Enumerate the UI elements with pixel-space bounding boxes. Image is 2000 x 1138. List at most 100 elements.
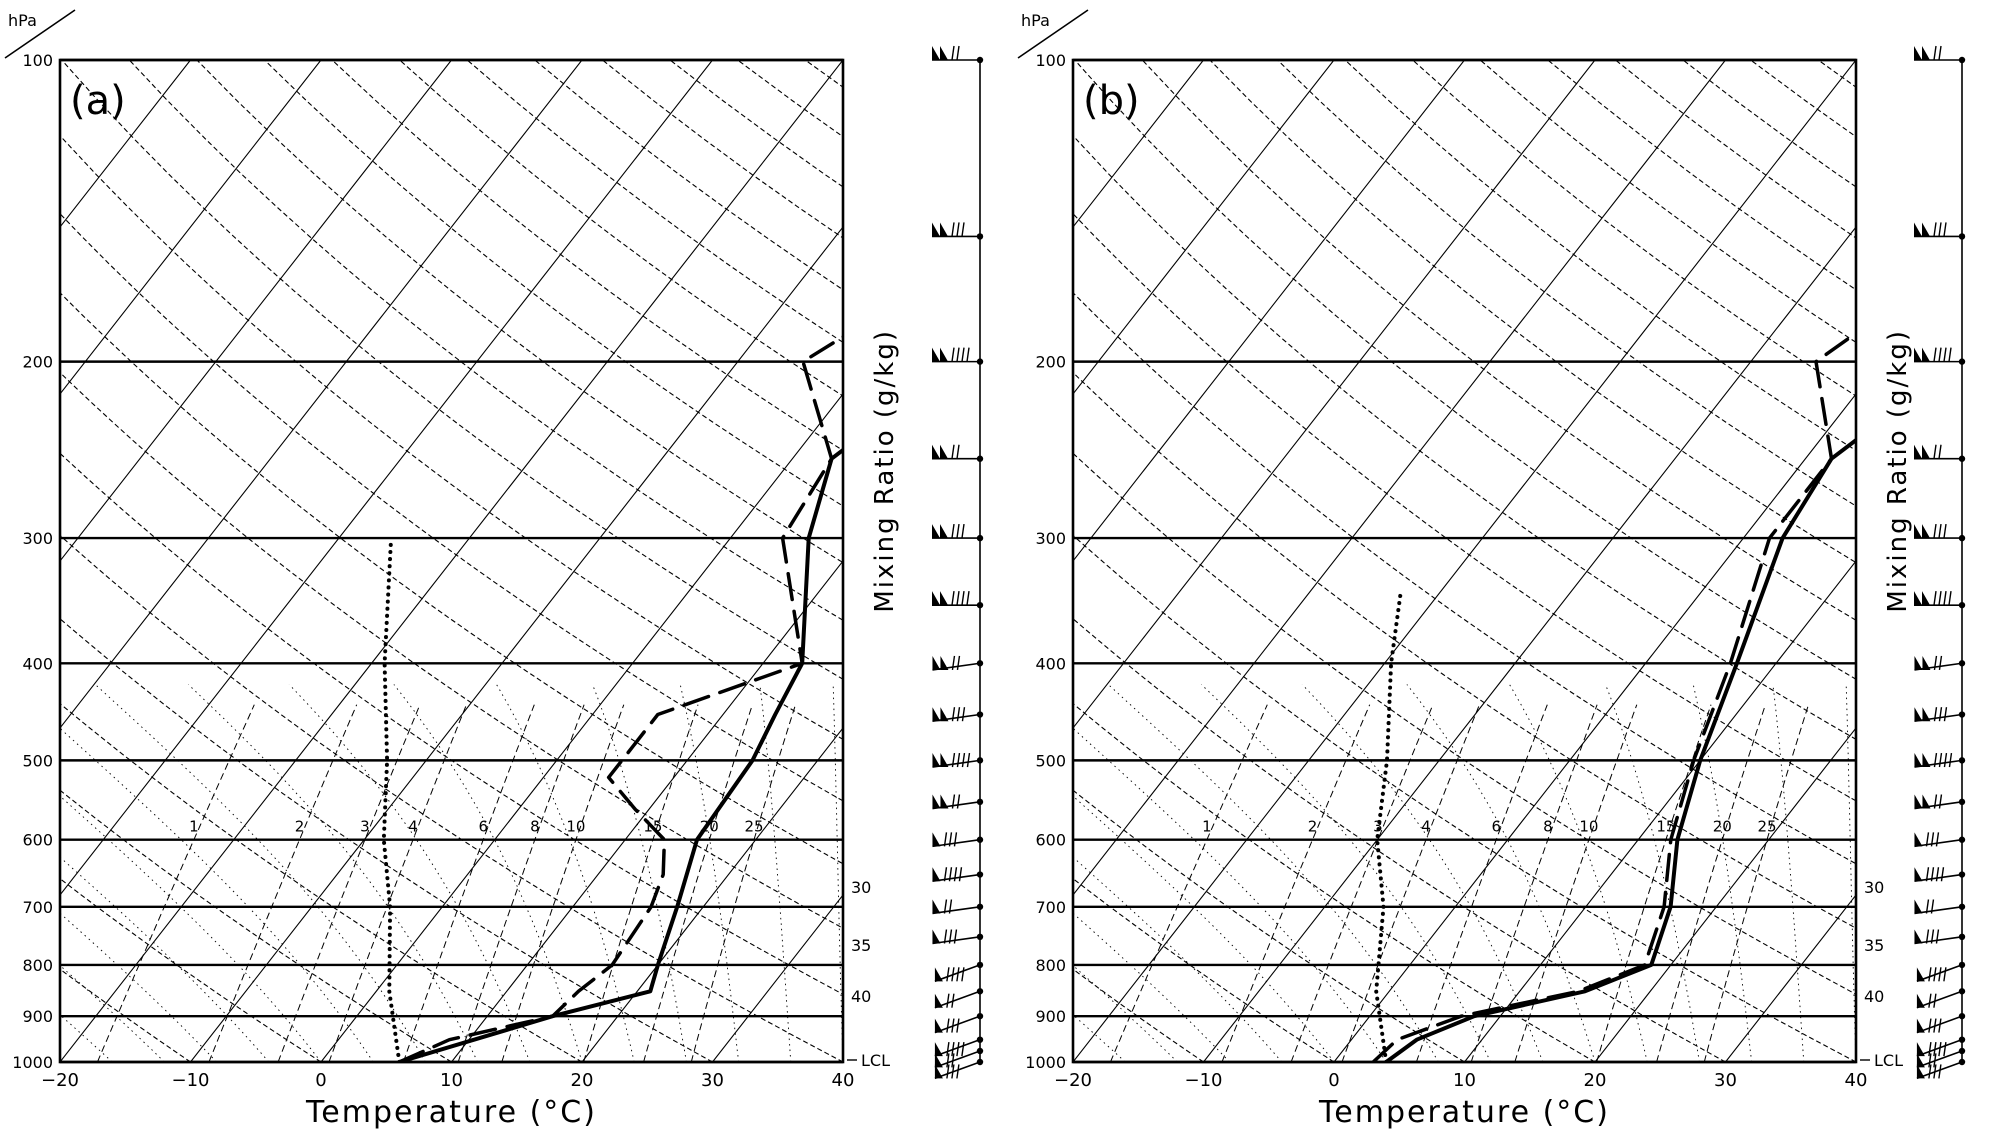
isotherm xyxy=(0,60,713,1062)
mixing-ratio-label: 20 xyxy=(1713,818,1732,836)
wind-barb xyxy=(932,656,980,670)
dry-adiabat xyxy=(0,60,974,1062)
isotherm xyxy=(582,60,1365,1062)
moist-adiabat xyxy=(0,685,60,1063)
parcel-line xyxy=(384,538,400,1062)
isotherm-label: 35 xyxy=(851,936,871,955)
dry-adiabat xyxy=(1007,60,2000,1062)
moist-adiabat xyxy=(1606,685,1700,1063)
isotherm xyxy=(1595,60,2000,1062)
mixing-ratio-line xyxy=(1515,705,1637,1062)
dry-adiabat xyxy=(804,60,2000,1062)
wind-barb xyxy=(1914,753,1962,767)
mixing-ratio-label: 20 xyxy=(700,818,719,836)
moist-adiabat xyxy=(0,685,321,1063)
y-tick-label: 300 xyxy=(1035,529,1066,548)
wind-barb xyxy=(1914,348,1962,362)
mixing-ratio-label: 1 xyxy=(1202,818,1212,836)
mixing-ratio-label: 10 xyxy=(566,818,585,836)
lcl-label: LCL xyxy=(1874,1051,1903,1070)
moist-adiabat xyxy=(1025,685,1387,1063)
wind-barb xyxy=(932,832,980,846)
wind-barb xyxy=(1914,899,1962,913)
wind-barb xyxy=(935,965,980,981)
x-tick-label: −10 xyxy=(1185,1070,1223,1091)
dry-adiabat xyxy=(399,60,1334,1062)
mixing-ratio-label: 8 xyxy=(1543,818,1553,836)
x-tick-label: −20 xyxy=(1054,1070,1092,1091)
dry-adiabat xyxy=(1075,60,2000,1062)
mixing-ratio-label: 4 xyxy=(1421,818,1431,836)
mixing-ratio-line xyxy=(1416,705,1547,1062)
wind-barb xyxy=(932,795,980,809)
moist-adiabat xyxy=(289,685,530,1063)
y-tick-label: 700 xyxy=(22,898,53,917)
wind-barb xyxy=(935,1016,980,1032)
isotherm xyxy=(0,60,582,1062)
mixing-ratio-label: 25 xyxy=(1757,818,1776,836)
dry-adiabat xyxy=(1076,60,2000,1062)
wind-barb xyxy=(1917,1016,1962,1032)
moist-adiabat xyxy=(0,685,217,1063)
x-tick-label: 10 xyxy=(1453,1070,1476,1091)
y-tick-label: 400 xyxy=(1035,654,1066,673)
moist-adiabat xyxy=(760,685,791,1063)
dry-adiabat xyxy=(467,60,2000,1062)
wind-barb xyxy=(1917,991,1962,1007)
wind-barb xyxy=(932,348,980,362)
moist-adiabat xyxy=(1407,685,1595,1063)
x-tick-label: 40 xyxy=(1845,1070,1868,1091)
dry-adiabat xyxy=(128,60,812,1062)
panel-label: (b) xyxy=(1083,78,1140,124)
wind-barb xyxy=(932,222,980,236)
mixing-ratio-line xyxy=(584,705,698,1062)
y-tick-label: 500 xyxy=(1035,751,1066,770)
wind-barb xyxy=(1914,46,1962,60)
y-tick-label: 200 xyxy=(22,353,53,372)
panel-label: (a) xyxy=(70,78,126,124)
wind-barb xyxy=(932,46,980,60)
isotherm xyxy=(0,60,551,1062)
isotherm xyxy=(290,60,1073,1062)
isotherm xyxy=(1204,60,1987,1062)
plot-area xyxy=(0,60,2000,1062)
y-tick-label: 100 xyxy=(1035,51,1066,70)
y-tick-label: 1000 xyxy=(1025,1053,1066,1072)
mixing-ratio-line xyxy=(644,705,753,1062)
moist-adiabat xyxy=(0,685,164,1063)
dry-adiabat xyxy=(0,60,582,1062)
isotherm-label: 30 xyxy=(1864,878,1884,897)
wind-barb xyxy=(932,899,980,913)
x-tick-label: 0 xyxy=(315,1070,326,1091)
moist-adiabat xyxy=(714,685,1125,1063)
moist-adiabat xyxy=(1773,685,1804,1063)
lcl-label: LCL xyxy=(861,1051,890,1070)
x-tick-label: 0 xyxy=(1328,1070,1339,1091)
dry-adiabat xyxy=(265,60,2000,1062)
isotherm-label: 35 xyxy=(1864,936,1884,955)
isotherm-label: 40 xyxy=(1864,987,1884,1006)
wind-barb xyxy=(932,867,980,881)
x-axis-label: Temperature (°C) xyxy=(1318,1095,1610,1130)
mixing-ratio-label: 2 xyxy=(1308,818,1318,836)
y-tick-label: 700 xyxy=(1035,898,1066,917)
moist-adiabat xyxy=(1846,685,1856,1063)
dry-adiabat xyxy=(602,60,1726,1062)
mixing-ratio-label: 8 xyxy=(530,818,540,836)
dry-adiabat xyxy=(1008,60,2000,1062)
dry-adiabat xyxy=(0,60,843,1062)
dry-adiabat xyxy=(0,60,452,1062)
dry-adiabat xyxy=(1683,60,2000,1062)
wind-barb xyxy=(932,524,980,538)
wind-barb xyxy=(1914,707,1962,721)
wind-barb xyxy=(1914,867,1962,881)
mixing-ratio-axis-label: Mixing Ratio (g/kg) xyxy=(1883,329,1913,613)
mixing-ratio-label: 6 xyxy=(1491,818,1501,836)
wind-barb xyxy=(932,929,980,943)
mixing-ratio-line xyxy=(329,705,466,1062)
pressure-unit-label: hPa xyxy=(8,11,37,30)
dry-adiabat xyxy=(669,60,1856,1062)
dewpoint-line xyxy=(399,60,1247,1062)
y-tick-label: 500 xyxy=(22,751,53,770)
